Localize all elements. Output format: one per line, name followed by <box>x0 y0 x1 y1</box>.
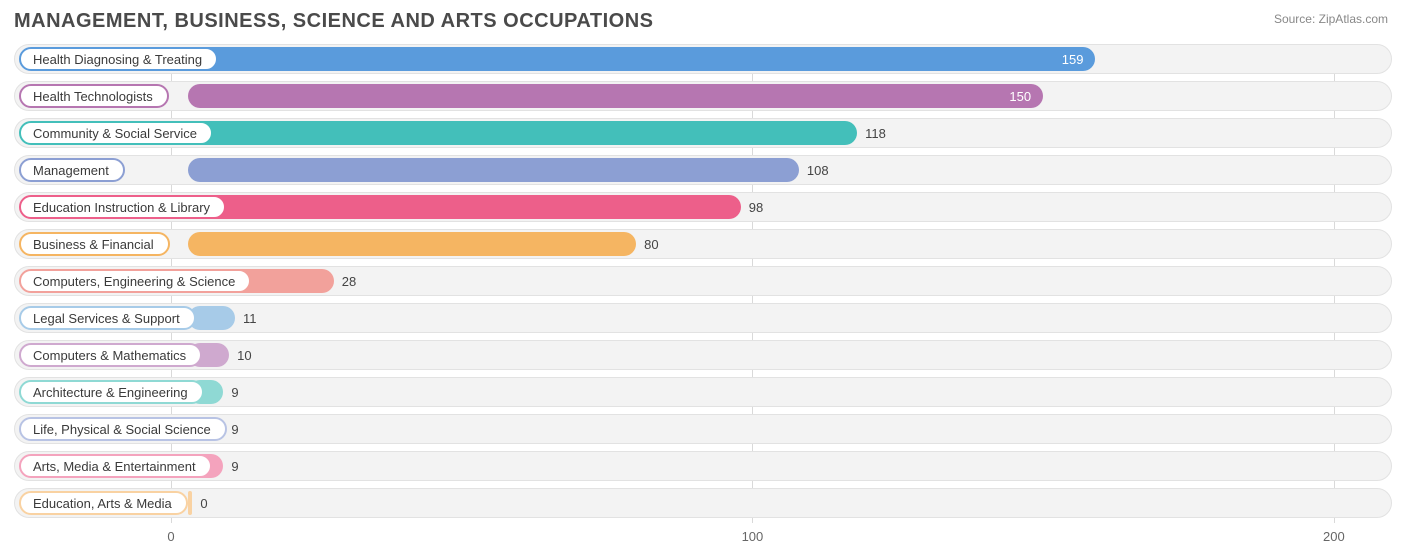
category-pill: Arts, Media & Entertainment <box>19 454 212 478</box>
chart-area: Health Diagnosing & Treating159Health Te… <box>14 44 1392 551</box>
bar <box>188 195 740 219</box>
value-label: 0 <box>192 488 207 518</box>
category-pill: Legal Services & Support <box>19 306 196 330</box>
value-label: 10 <box>229 340 251 370</box>
chart-title: MANAGEMENT, BUSINESS, SCIENCE AND ARTS O… <box>0 0 1406 39</box>
value-label: 9 <box>223 451 238 481</box>
category-pill: Computers & Mathematics <box>19 343 202 367</box>
x-axis: 0 100 200 <box>14 523 1392 551</box>
bar <box>188 158 799 182</box>
value-label: 9 <box>223 377 238 407</box>
category-pill: Management <box>19 158 125 182</box>
x-tick-label: 100 <box>742 529 764 544</box>
bar-track <box>14 488 1392 518</box>
bar <box>188 121 857 145</box>
category-pill: Community & Social Service <box>19 121 213 145</box>
bar <box>188 232 636 256</box>
value-label: 159 <box>188 44 1095 74</box>
category-pill: Education Instruction & Library <box>19 195 226 219</box>
source-link[interactable]: ZipAtlas.com <box>1319 12 1388 26</box>
plot-region: Health Diagnosing & Treating159Health Te… <box>14 44 1392 523</box>
value-label: 98 <box>741 192 763 222</box>
category-pill: Business & Financial <box>19 232 170 256</box>
value-label: 11 <box>235 303 257 333</box>
category-pill: Life, Physical & Social Science <box>19 417 227 441</box>
x-tick-label: 200 <box>1323 529 1345 544</box>
x-tick-label: 0 <box>167 529 174 544</box>
value-label: 80 <box>636 229 658 259</box>
value-label: 9 <box>223 414 238 444</box>
category-pill: Health Technologists <box>19 84 169 108</box>
category-pill: Architecture & Engineering <box>19 380 204 404</box>
value-label: 118 <box>857 118 886 148</box>
value-label: 108 <box>799 155 829 185</box>
value-label: 150 <box>188 81 1043 111</box>
category-pill: Education, Arts & Media <box>19 491 188 515</box>
source-attribution: Source: ZipAtlas.com <box>1274 12 1388 26</box>
source-prefix: Source: <box>1274 12 1319 26</box>
value-label: 28 <box>334 266 356 296</box>
category-pill: Computers, Engineering & Science <box>19 269 251 293</box>
